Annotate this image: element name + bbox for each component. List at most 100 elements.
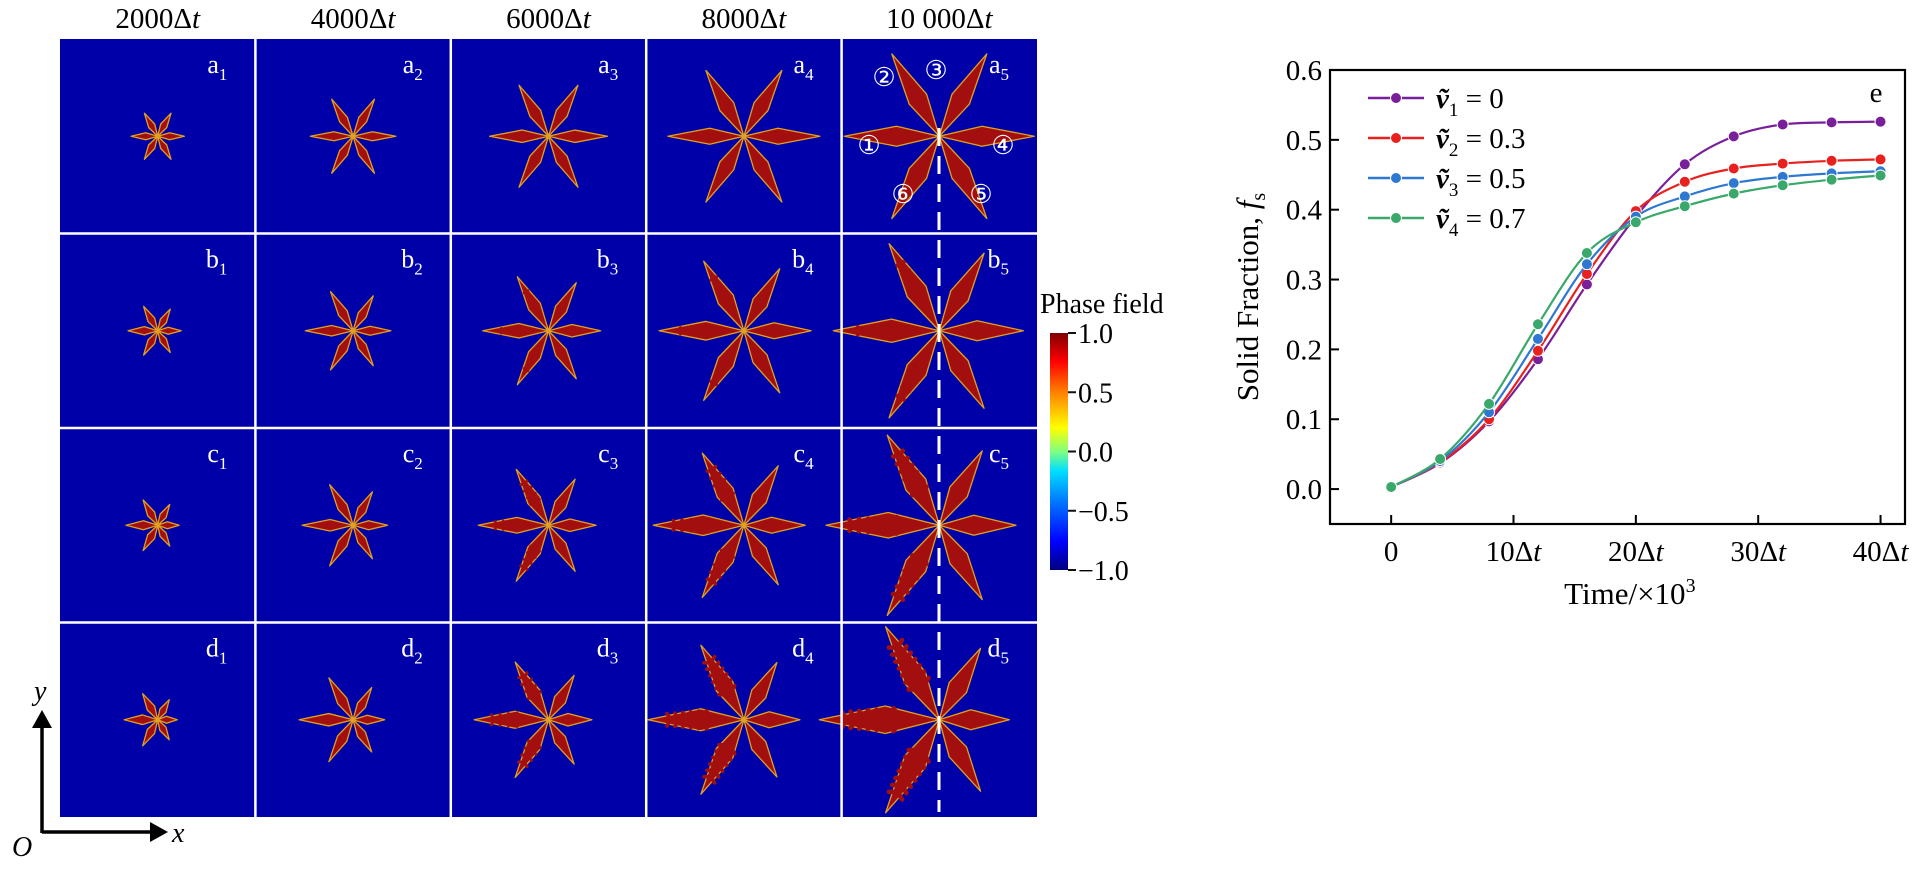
panel-a3: a3 (488, 50, 618, 188)
arm-marker: ⑤ (969, 180, 992, 209)
data-point (1580, 246, 1593, 259)
data-point (1385, 480, 1398, 493)
y-tick-label: 0.4 (1286, 195, 1323, 227)
legend-marker (1390, 132, 1402, 144)
panel-label: b4 (792, 245, 814, 279)
panel-label: a4 (794, 50, 815, 84)
y-tick-label: 0.5 (1286, 125, 1322, 157)
dendrite (658, 260, 812, 402)
data-point (1531, 332, 1544, 345)
dendrite (309, 98, 397, 174)
panel-d1: d1 (123, 634, 228, 747)
data-point (1825, 116, 1838, 129)
data-point (1678, 200, 1691, 213)
column-header: 8000Δt (702, 3, 788, 35)
dendrite (825, 434, 1017, 617)
colorbar-tick-label: 1.0 (1078, 319, 1113, 350)
data-point (1727, 187, 1740, 200)
dendrite-side-branches (665, 654, 737, 785)
phase-field-panel-grid: a1 a2 a3 a4 a5 b1 b2 b3 b4 b5 c1 c2 c3 c4 c5 d1 d2 d3 d4 d5 (60, 39, 1037, 817)
legend-marker (1390, 212, 1402, 224)
x-tick-label: 20Δt (1608, 536, 1665, 568)
data-point (1727, 177, 1740, 190)
y-tick-label: 0.2 (1286, 334, 1322, 366)
coordinate-axes: y x O (12, 676, 185, 863)
panel-label: a1 (207, 50, 227, 84)
panel-label: d1 (206, 634, 228, 668)
legend-label: ṽ3 = 0.5 (1436, 163, 1525, 201)
legend-label: ṽ1 = 0 (1436, 83, 1504, 121)
panel-label: a3 (598, 50, 618, 84)
x-axis-arrowhead (150, 822, 168, 842)
panel-c4: c4 (652, 439, 815, 599)
panel-label: d4 (792, 634, 814, 668)
dendrite (127, 305, 182, 356)
series-line (1390, 174, 1881, 488)
colorbar-tick-label: −1.0 (1078, 556, 1129, 587)
data-point (1776, 179, 1789, 192)
data-point (1727, 130, 1740, 143)
panel-b2: b2 (304, 245, 423, 371)
data-point (1434, 453, 1447, 466)
arm-marker: ② (872, 63, 895, 92)
dendrite (482, 276, 602, 386)
y-axis-title: Solid Fraction, fs (1230, 193, 1270, 402)
panel-label: b2 (401, 245, 423, 279)
data-point (1776, 118, 1789, 131)
panel-label: a5 (989, 50, 1009, 84)
dendrite (304, 290, 392, 371)
x-axis-label: x (171, 818, 185, 849)
x-tick-label: 30Δt (1730, 536, 1787, 568)
panel-label: c3 (598, 439, 618, 473)
panel-label: b1 (206, 245, 228, 279)
y-tick-label: 0.1 (1286, 404, 1322, 436)
dendrite-side-branches (499, 289, 540, 373)
data-point (1531, 344, 1544, 357)
data-point (1580, 258, 1593, 271)
dendrite (130, 112, 185, 160)
dendrite-side-branches (493, 479, 541, 572)
data-point (1678, 158, 1691, 171)
legend: ṽ1 = 0ṽ2 = 0.3ṽ3 = 0.5ṽ4 = 0.7 (1368, 83, 1525, 241)
panel-a1: a1 (130, 50, 227, 160)
colorbar-tick-label: −0.5 (1078, 497, 1129, 528)
arm-number-markers: ① ② ③ ④ ⑤ ⑥ (857, 56, 1014, 209)
column-header: 2000Δt (115, 3, 201, 35)
data-point (1825, 154, 1838, 167)
panel-label: c4 (794, 439, 815, 473)
panel-a4: a4 (667, 50, 821, 203)
dendrite-side-branches (678, 275, 734, 387)
dendrite-side-branches (671, 464, 735, 586)
y-axis-label: y (31, 676, 47, 707)
panel-b1: b1 (127, 245, 228, 356)
data-point (1483, 397, 1496, 410)
x-tick-label: 0 (1384, 536, 1399, 568)
data-point (1678, 175, 1691, 188)
panel-label: b3 (597, 245, 619, 279)
legend-marker (1390, 92, 1402, 104)
dendrite (123, 693, 178, 747)
legend-marker (1390, 172, 1402, 184)
panel-c3: c3 (477, 439, 618, 582)
panel-label: c1 (207, 439, 227, 473)
dendrite-side-branches (847, 448, 929, 603)
panel-label: d2 (401, 634, 423, 668)
y-tick-label: 0.6 (1286, 55, 1322, 87)
panel-label: b5 (988, 245, 1010, 279)
dendrite (301, 484, 389, 567)
dendrite (477, 468, 597, 582)
data-point (1874, 169, 1887, 182)
panel-d3: d3 (473, 634, 619, 779)
data-point (1874, 153, 1887, 166)
dendrite (832, 243, 1024, 419)
panel-label: c5 (989, 439, 1009, 473)
dendrite (843, 53, 1035, 220)
data-point (1531, 318, 1544, 331)
panel-label: d3 (597, 634, 619, 668)
panel-d5: d5 (818, 626, 1011, 814)
y-tick-label: 0.3 (1286, 265, 1322, 297)
legend-label: ṽ2 = 0.3 (1436, 123, 1525, 161)
dendrite (473, 661, 593, 779)
